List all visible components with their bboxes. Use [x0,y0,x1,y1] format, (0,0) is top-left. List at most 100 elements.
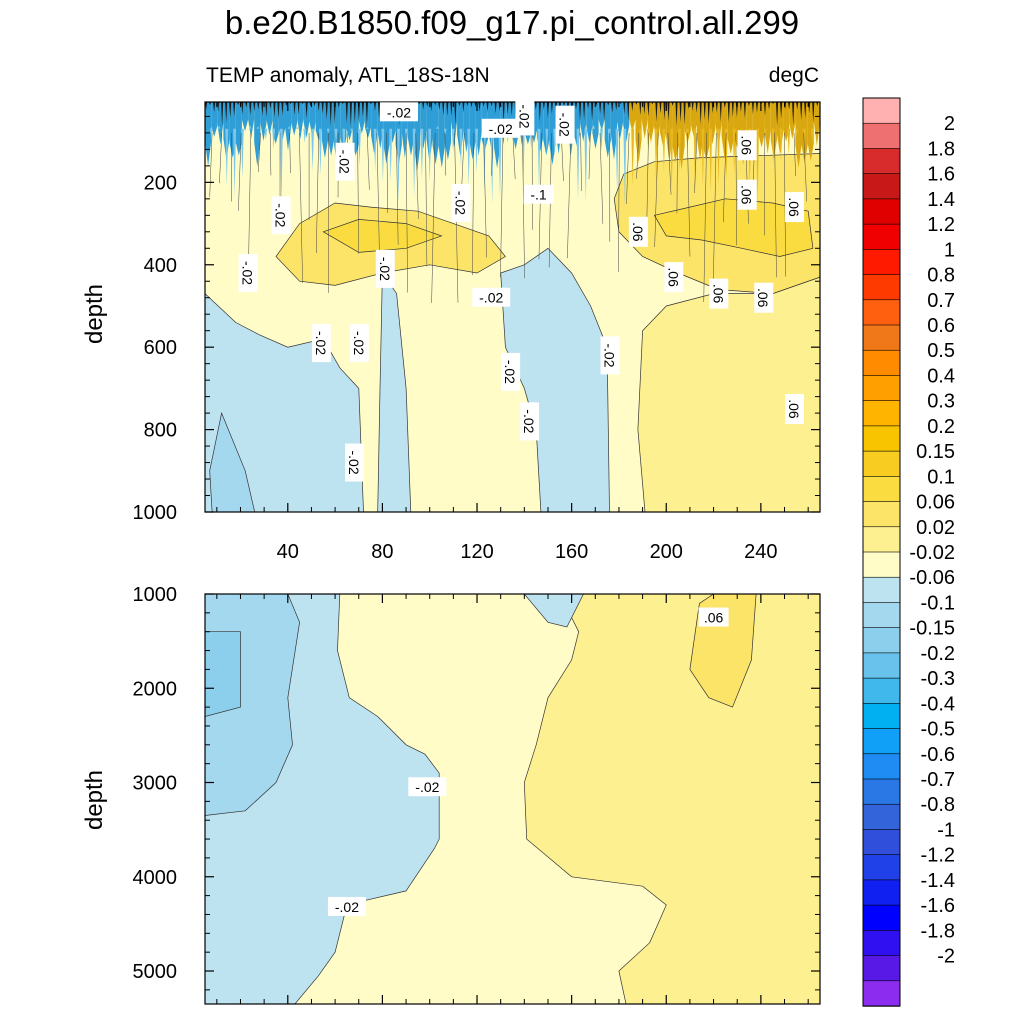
contour-line [774,132,777,278]
surface-spike [641,102,648,139]
surface-dark-streak [751,102,754,115]
surface-plume [248,125,252,129]
contour-line [687,132,691,257]
contour-label-text: .06 [755,288,771,308]
contour-label-text: .06 [630,222,646,242]
surface-spike [764,102,771,154]
colorbar-swatch [862,173,901,200]
surface-dark-streak [808,102,811,113]
surface-plume [662,128,666,171]
colorbar-label: 0.02 [916,517,955,539]
colorbar-frame [862,97,901,1007]
surface-dark-streak [426,102,429,107]
colorbar-swatch [862,148,901,175]
contour-label-text: -.02 [377,257,393,281]
surface-dark-streak [715,102,718,113]
surface-plume [459,128,463,167]
contour-label: -.1 [523,184,554,204]
surface-dark-streak [373,102,376,112]
contour-line [764,132,766,236]
surface-dark-streak [277,102,280,119]
colorbar-swatch [862,400,901,427]
surface-plume [623,128,627,206]
contour-label-box [709,278,729,309]
lower-contour-labels: -.02 -.02 .06 [327,607,729,916]
surface-plume [545,128,549,153]
contour-line [599,132,604,224]
surface-spike [254,102,261,167]
colorbar-label: 0.3 [927,391,955,413]
colorbar-label: -0.3 [921,668,955,690]
surface-spike [340,102,347,152]
contour-line [567,132,572,259]
surface-spike [211,102,218,137]
colorbar-swatch [862,854,901,881]
colorbar-swatch [862,551,901,578]
contour-line [793,132,796,176]
surface-spike [592,102,599,149]
surface-dark-streak [273,102,276,118]
surface-dark-streak [253,102,256,112]
surface-plume [233,128,236,197]
surface-plume [537,128,541,191]
chart-title: b.e20.B1850.f09_g17.pi_control.all.299 [225,4,799,41]
surface-spike [432,102,439,165]
surface-spike [241,102,249,132]
x-tick-label: 40 [277,541,299,563]
surface-dark-streak [562,102,565,107]
surface-dark-streak [812,102,815,124]
upper-y-axis-label: depth [81,284,108,344]
surface-dark-streak [369,102,372,105]
surface-plume [436,125,439,129]
surface-dark-streak [486,102,489,112]
surface-dark-streak [434,102,437,106]
surface-spike [205,102,212,167]
colorbar-label: -1.6 [921,895,955,917]
surface-plume [787,128,791,156]
surface-plume [576,128,580,201]
contour-label: -.02 [335,142,355,181]
surface-plume [670,128,674,192]
surface-dark-streak [707,102,710,124]
contour-label: -.02 [345,443,365,482]
surface-plume [295,126,299,129]
contour-line [386,132,389,213]
colorbar-swatch [862,955,901,982]
colorbar-swatch [862,450,901,478]
contour-label-text: .06 [739,185,755,205]
contour-line [512,132,516,179]
contour-label: -.02 [515,97,535,136]
surface-plume [779,128,783,161]
surface-plume [326,128,330,135]
contour-label-box [664,262,684,293]
colorbar-label: -0.4 [921,693,955,715]
contour-label: -.02 [451,183,471,222]
surface-spike [690,102,697,138]
surface-plume [654,128,658,183]
surface-dark-streak [695,102,698,113]
contour-line [376,132,380,265]
surface-dark-streak [241,102,244,115]
surface-dark-streak [615,102,618,111]
surface-dark-streak [233,102,236,117]
surface-dark-streak [743,102,746,119]
contour-band-weak-warm-east [637,276,820,512]
contour-label-text: -.02 [452,191,468,215]
y-tick-label: 5000 [133,961,178,983]
colorbar-swatch [862,97,901,124]
surface-dark-streak [635,102,638,105]
surface-dark-streak [796,102,799,110]
contour-label-box [335,142,355,181]
surface-dark-streak [257,102,260,110]
surface-plume [709,128,713,194]
contour-line [248,132,252,261]
surface-dark-streak [442,102,445,116]
surface-dark-streak [679,102,682,123]
surface-dark-streak [305,102,308,119]
lower-panel: 1000 2000 3000 4000 5000 -.02 -.02 .06 depth [81,584,821,1005]
contour-label-box [345,443,365,482]
contour-label-box [784,192,804,223]
colorbar-swatch [862,930,901,957]
surface-plume [678,128,681,171]
contour-line [588,132,591,180]
